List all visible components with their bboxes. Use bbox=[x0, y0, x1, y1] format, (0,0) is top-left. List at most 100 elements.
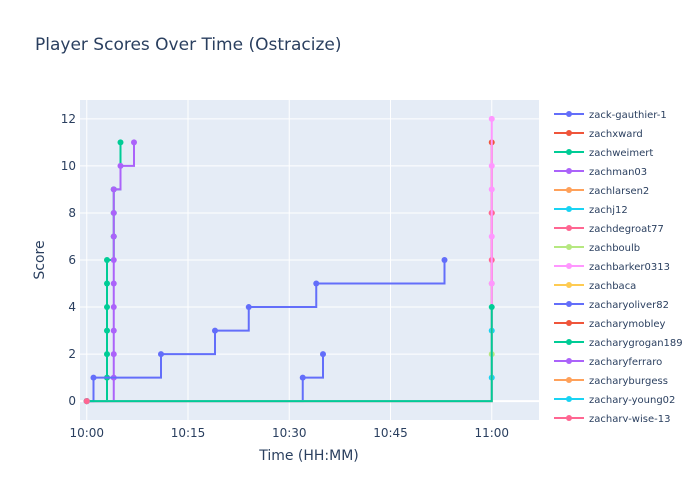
series-zachary-wise-13 bbox=[83, 398, 90, 405]
y-tick-label: 8 bbox=[68, 206, 76, 220]
data-point bbox=[158, 351, 164, 358]
legend-swatch-marker bbox=[566, 263, 572, 269]
data-point bbox=[488, 162, 495, 169]
y-tick-label: 12 bbox=[61, 112, 76, 126]
x-tick-label: 10:15 bbox=[171, 426, 206, 440]
data-point bbox=[441, 257, 448, 263]
data-point bbox=[104, 327, 110, 334]
data-point bbox=[299, 374, 306, 381]
legend-swatch-marker bbox=[566, 149, 572, 155]
legend-label: zacharymobley bbox=[589, 319, 666, 330]
legend-swatch-marker bbox=[566, 187, 572, 193]
data-point bbox=[104, 304, 110, 311]
legend-swatch-marker bbox=[566, 130, 572, 136]
legend-item[interactable]: zacharymobley bbox=[554, 319, 666, 330]
legend-swatch-marker bbox=[566, 282, 572, 288]
y-tick-label: 0 bbox=[68, 394, 76, 408]
legend-label: zachary-wise-13 bbox=[589, 414, 670, 425]
data-point bbox=[110, 327, 117, 334]
data-point bbox=[488, 280, 495, 287]
legend-item[interactable]: zachbarker0313 bbox=[554, 262, 670, 273]
x-tick-label: 10:30 bbox=[272, 426, 307, 440]
legend-swatch-marker bbox=[566, 377, 572, 383]
data-point bbox=[110, 233, 117, 240]
legend-swatch-marker bbox=[566, 244, 572, 250]
legend-label: zachxward bbox=[589, 129, 643, 140]
y-tick-label: 6 bbox=[68, 253, 76, 267]
legend-label: zacharyferraro bbox=[589, 357, 662, 368]
data-point bbox=[117, 139, 124, 146]
data-point bbox=[110, 304, 117, 311]
data-point bbox=[110, 209, 117, 216]
data-point bbox=[83, 398, 90, 405]
legend-label: zack-gauthier-1 bbox=[589, 110, 667, 121]
legend-label: zachman03 bbox=[589, 167, 647, 178]
legend[interactable]: zack-gauthier-1 zachxward zachweimert zachm… bbox=[554, 110, 683, 425]
legend-swatch-marker bbox=[566, 206, 572, 212]
legend-item[interactable]: zachj12 bbox=[554, 205, 628, 216]
y-tick-label: 2 bbox=[68, 347, 76, 361]
legend-item[interactable]: zacharyoliver82 bbox=[554, 300, 669, 311]
data-point bbox=[313, 280, 320, 287]
legend-item[interactable]: zacharygrogan189 bbox=[554, 338, 683, 349]
legend-label: zachary-young02 bbox=[589, 395, 675, 406]
legend-label: zachbaca bbox=[589, 281, 636, 292]
tick-labels: 0 2 4 6 8 10 12 10:00 10:15 10:30 10:45 11:00 bbox=[61, 112, 509, 440]
x-tick-label: 10:45 bbox=[373, 426, 408, 440]
legend-label: zachdegroat77 bbox=[589, 224, 664, 235]
legend-label: zacharyburgess bbox=[589, 376, 668, 387]
data-point bbox=[110, 257, 117, 263]
legend-item[interactable]: zachboulb bbox=[554, 243, 640, 254]
legend-label: zacharygrogan189 bbox=[589, 338, 683, 349]
legend-swatch-marker bbox=[566, 339, 572, 345]
legend-item[interactable]: zachdegroat77 bbox=[554, 224, 664, 235]
legend-item[interactable]: zachary-young02 bbox=[554, 395, 675, 406]
legend-item[interactable]: zachary-wise-13 bbox=[554, 414, 670, 425]
legend-item[interactable]: zachbaca bbox=[554, 281, 636, 292]
data-point bbox=[104, 257, 110, 263]
x-tick-label: 11:00 bbox=[474, 426, 509, 440]
legend-swatch-marker bbox=[566, 415, 572, 421]
legend-swatch-marker bbox=[566, 320, 572, 326]
data-point bbox=[110, 280, 117, 287]
data-point bbox=[110, 186, 117, 193]
legend-swatch-marker bbox=[566, 168, 572, 174]
legend-swatch-marker bbox=[566, 358, 572, 364]
data-point bbox=[245, 304, 252, 311]
legend-item[interactable]: zachxward bbox=[554, 129, 643, 140]
legend-label: zacharyoliver82 bbox=[589, 300, 669, 311]
data-point bbox=[90, 374, 97, 381]
data-point bbox=[212, 327, 218, 334]
legend-item[interactable]: zack-gauthier-1 bbox=[554, 110, 667, 121]
data-point bbox=[488, 115, 495, 122]
legend-item[interactable]: zachweimert bbox=[554, 148, 653, 159]
legend-swatch-marker bbox=[566, 396, 572, 402]
legend-swatch-marker bbox=[566, 301, 572, 307]
data-point bbox=[117, 162, 124, 169]
legend-label: zachboulb bbox=[589, 243, 640, 254]
legend-item[interactable]: zacharyburgess bbox=[554, 376, 668, 387]
x-tick-label: 10:00 bbox=[69, 426, 104, 440]
legend-item[interactable]: zachman03 bbox=[554, 167, 647, 178]
data-point bbox=[320, 351, 326, 358]
legend-label: zachlarsen2 bbox=[589, 186, 649, 197]
legend-item[interactable]: zachlarsen2 bbox=[554, 186, 649, 197]
legend-label: zachj12 bbox=[589, 205, 628, 216]
legend-item[interactable]: zacharyferraro bbox=[554, 357, 662, 368]
y-tick-label: 4 bbox=[68, 300, 76, 314]
legend-label: zachweimert bbox=[589, 148, 653, 159]
data-point bbox=[110, 351, 117, 358]
x-axis-title: Time (HH:MM) bbox=[258, 448, 359, 464]
data-point bbox=[131, 139, 137, 146]
legend-label: zachbarker0313 bbox=[589, 262, 670, 273]
y-axis-title: Score bbox=[32, 240, 48, 279]
series-layer bbox=[83, 115, 495, 405]
series-line bbox=[86, 307, 493, 403]
data-point bbox=[488, 304, 495, 311]
data-point bbox=[488, 233, 495, 240]
y-tick-label: 10 bbox=[61, 159, 76, 173]
legend-swatch-marker bbox=[566, 225, 572, 231]
data-point bbox=[104, 351, 110, 358]
